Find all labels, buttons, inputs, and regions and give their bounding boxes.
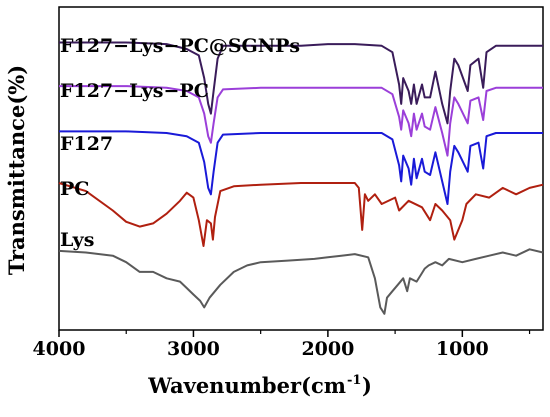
x-tick-label-4: 1000 bbox=[436, 338, 489, 360]
series-label-4: PC bbox=[60, 178, 89, 200]
y-axis-title: Transmittance(%) bbox=[4, 65, 29, 275]
series-line-5 bbox=[58, 248, 544, 315]
series-group bbox=[58, 41, 544, 315]
x-tick-label-1: 4000 bbox=[33, 338, 86, 360]
x-tick-label-2: 3000 bbox=[167, 338, 220, 360]
series-label-2: F127−Lys−PC bbox=[60, 80, 209, 102]
series-line-3 bbox=[59, 130, 543, 205]
x-axis-title-superscript: -1 bbox=[347, 373, 361, 388]
series-label-3: F127 bbox=[60, 133, 113, 155]
series-line-1 bbox=[59, 41, 543, 125]
series-line-2 bbox=[59, 85, 543, 157]
x-ticks-group: 4000 3000 2000 1000 bbox=[33, 330, 531, 360]
x-tick-label-3: 2000 bbox=[301, 338, 354, 360]
series-label-5: Lys bbox=[60, 229, 94, 251]
x-axis-title-tail: ) bbox=[362, 373, 372, 398]
plot-frame bbox=[58, 6, 544, 331]
series-labels-group: F127−Lys−PC@SGNPs F127−Lys−PC F127 PC Lys bbox=[60, 35, 300, 251]
series-line-4 bbox=[58, 182, 544, 247]
x-axis-title: Wavenumber(cm bbox=[147, 373, 346, 398]
series-label-1: F127−Lys−PC@SGNPs bbox=[60, 35, 300, 57]
